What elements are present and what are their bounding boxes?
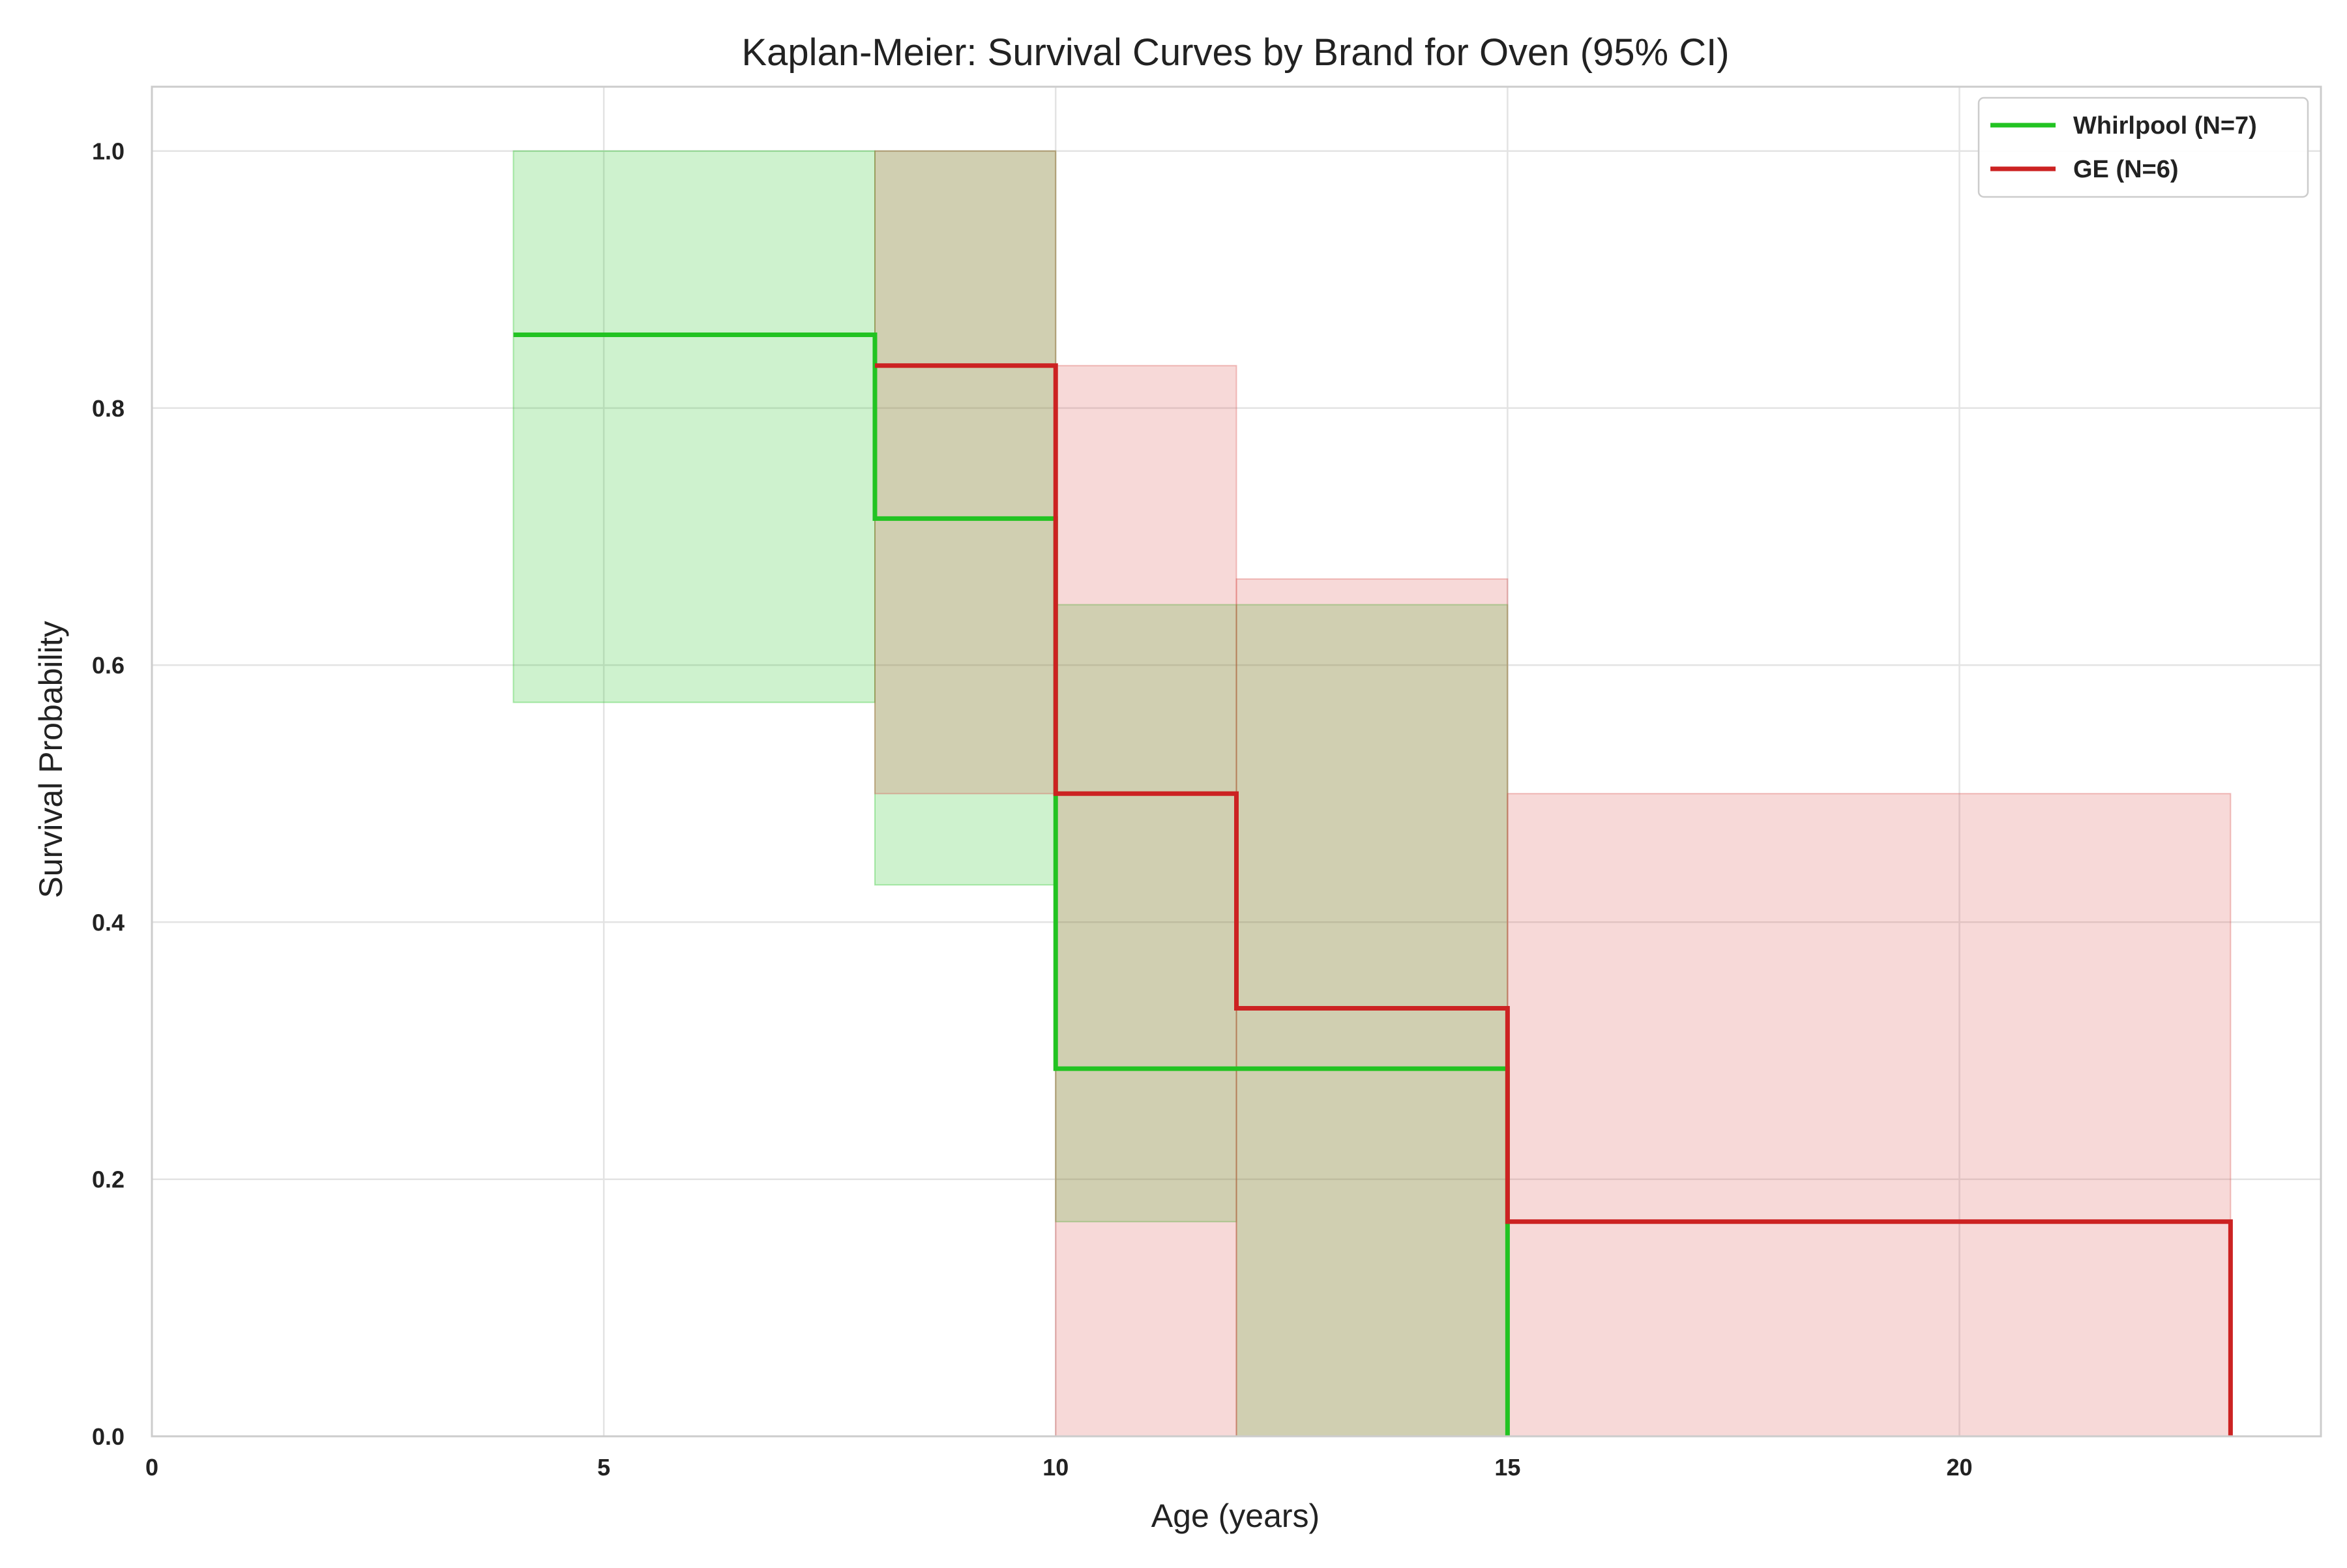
legend-box (1977, 96, 2309, 198)
x-tick-label: 15 (1494, 1454, 1520, 1481)
y-axis-label: Survival Probability (33, 621, 69, 898)
ci-band-whirlpool (512, 150, 876, 703)
y-tick-label: 0.6 (92, 652, 125, 679)
y-tick-label: 0.8 (92, 395, 125, 422)
x-tick-label: 20 (1946, 1454, 1972, 1481)
plot-area: 0 5 10 15 20 0.0 0.2 0.4 0.6 0.8 1.0 (92, 85, 2322, 1481)
y-tick-label: 0.2 (92, 1166, 125, 1193)
ci-band-ge (1055, 364, 1237, 1437)
y-tick-label: 0.0 (92, 1423, 125, 1450)
y-tick-label: 1.0 (92, 138, 125, 165)
plot-frame (151, 85, 2322, 1438)
ci-band-ge (874, 150, 1057, 795)
ci-band-ge (1507, 793, 2232, 1438)
survival-line-ge (875, 363, 2233, 1436)
legend-label: Whirlpool (N=7) (2073, 112, 2257, 140)
x-tick-label: 5 (597, 1454, 610, 1481)
x-axis-label: Age (years) (1151, 1498, 1320, 1534)
x-tick-label: 0 (145, 1454, 158, 1481)
ci-band-whirlpool (1235, 604, 1509, 1437)
chart-title: Kaplan-Meier: Survival Curves by Brand f… (741, 31, 1729, 74)
x-tick-label: 10 (1042, 1454, 1069, 1481)
y-tick-label: 0.4 (92, 909, 125, 936)
legend: Whirlpool (N=7) GE (N=6) (1977, 96, 2309, 198)
legend-label: GE (N=6) (2073, 156, 2179, 183)
